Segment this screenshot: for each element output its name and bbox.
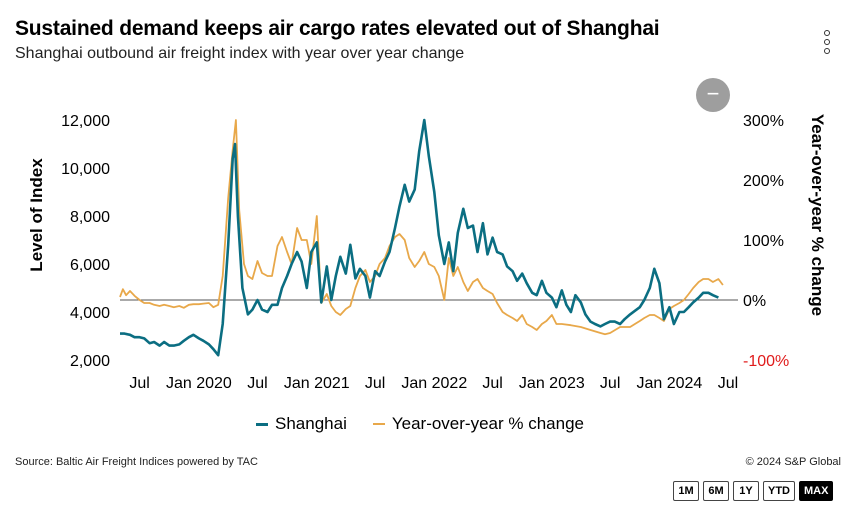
range-button-ytd[interactable]: YTD <box>763 481 795 501</box>
chart-subtitle: Shanghai outbound air freight index with… <box>15 45 465 62</box>
x-tick-label: Jan 2024 <box>636 375 702 392</box>
x-tick-label: Jul <box>718 375 738 392</box>
x-tick-label: Jul <box>482 375 502 392</box>
y-left-tick-label: 10,000 <box>61 161 110 178</box>
y-right-tick-label: 200% <box>743 173 784 190</box>
y-right-tick-label: 100% <box>743 233 784 250</box>
source-note: Source: Baltic Air Freight Indices power… <box>15 456 258 468</box>
range-selector: 1M 6M 1Y YTD MAX <box>673 481 834 501</box>
menu-dot-icon <box>824 30 830 36</box>
y-right-tick-label: 300% <box>743 113 784 130</box>
x-tick-label: Jan 2021 <box>284 375 350 392</box>
legend-swatch-yoy <box>372 423 385 425</box>
y-left-tick-label: 8,000 <box>70 209 110 226</box>
y-axis-left-label: Level of Index <box>27 158 46 272</box>
x-tick-label: Jan 2023 <box>519 375 585 392</box>
menu-dot-icon <box>824 39 830 45</box>
series-line-yoy[interactable] <box>119 119 724 336</box>
series-line-shanghai[interactable] <box>120 118 719 357</box>
legend-item-shanghai[interactable]: Shanghai <box>256 414 347 434</box>
y-left-tick-label: 4,000 <box>70 305 110 322</box>
x-tick-label: Jan 2022 <box>401 375 467 392</box>
legend-swatch-shanghai <box>256 422 268 426</box>
x-tick-label: Jul <box>365 375 385 392</box>
y-left-tick-label: 2,000 <box>70 353 110 370</box>
x-tick-label: Jan 2020 <box>166 375 232 392</box>
legend-label-shanghai: Shanghai <box>275 414 347 433</box>
zoom-out-button[interactable]: − <box>696 78 730 112</box>
copyright-note: © 2024 S&P Global <box>745 456 841 468</box>
more-options-icon[interactable] <box>820 28 836 56</box>
x-tick-label: Jul <box>129 375 149 392</box>
y-left-tick-label: 12,000 <box>61 113 110 130</box>
range-button-max[interactable]: MAX <box>799 481 834 501</box>
y-right-tick-label: 0% <box>743 293 766 310</box>
chart-title: Sustained demand keeps air cargo rates e… <box>15 17 660 40</box>
legend-item-yoy[interactable]: Year-over-year % change <box>372 414 584 434</box>
menu-dot-icon <box>824 48 830 54</box>
y-right-tick-label: -100% <box>743 353 789 370</box>
x-tick-label: Jul <box>247 375 267 392</box>
range-button-1y[interactable]: 1Y <box>733 481 759 501</box>
y-left-tick-label: 6,000 <box>70 257 110 274</box>
range-button-6m[interactable]: 6M <box>703 481 729 501</box>
chart-legend: Shanghai Year-over-year % change <box>256 414 584 434</box>
x-tick-label: Jul <box>600 375 620 392</box>
y-axis-right-label: Year-over-year % change <box>808 114 827 316</box>
legend-label-yoy: Year-over-year % change <box>391 414 584 433</box>
range-button-1m[interactable]: 1M <box>673 481 699 501</box>
